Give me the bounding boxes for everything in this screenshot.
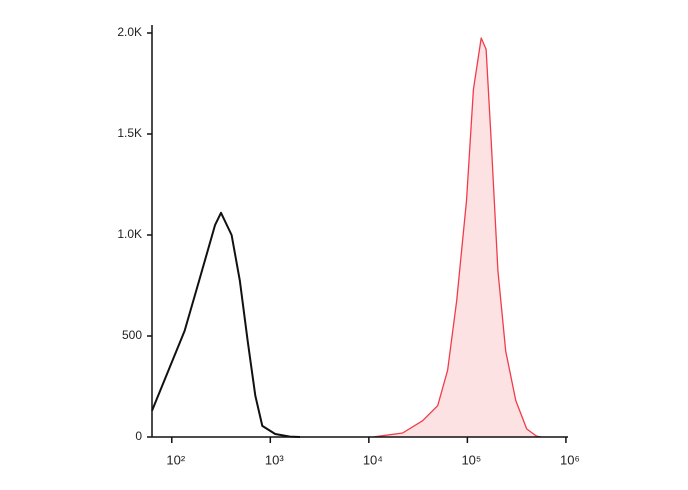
x-tick-label: 10⁴ [363,452,383,467]
histogram-area [372,38,542,437]
x-tick-label: 10³ [265,452,284,467]
y-tick-label: 0 [135,429,142,443]
x-tick-label: 10² [166,452,185,467]
histogram-line [151,211,301,438]
y-tick-label: 500 [122,328,142,342]
x-tick-label: 10⁵ [461,452,481,467]
y-tick-label: 1.5K [117,126,142,140]
y-tick-label: 1.0K [117,227,142,241]
histogram-line [372,37,542,438]
x-tick-label: 10⁶ [560,452,580,467]
y-tick-label: 2.0K [117,25,142,39]
